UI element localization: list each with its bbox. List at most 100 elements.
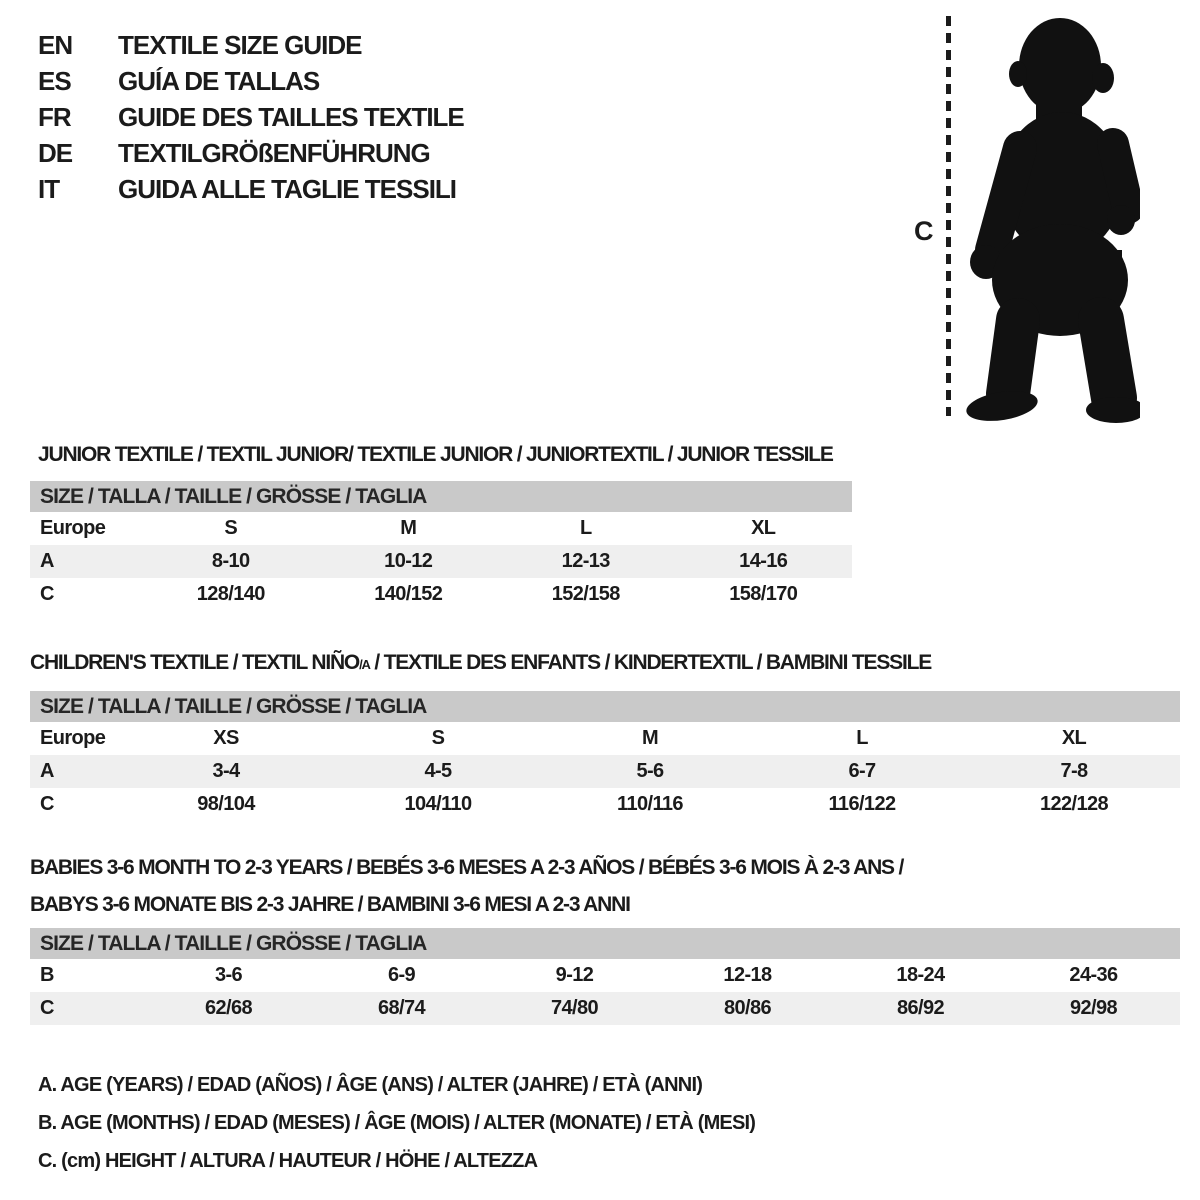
- size-cell: 104/110: [404, 793, 473, 815]
- legend-line: A. AGE (YEARS) / EDAD (AÑOS) / ÂGE (ANS)…: [38, 1074, 703, 1096]
- legend-line: C. (cm) HEIGHT / ALTURA / HAUTEUR / HÖHE…: [38, 1150, 538, 1172]
- section-heading-line: CHILDREN'S TEXTILE / TEXTIL NIÑO/A / TEX…: [30, 644, 1180, 683]
- size-cell: XL: [751, 517, 776, 539]
- section-heading-junior: JUNIOR TEXTILE / TEXTIL JUNIOR/ TEXTILE …: [38, 436, 852, 473]
- size-cell: 98/104: [197, 793, 255, 815]
- size-cell: 116/122: [828, 793, 897, 815]
- size-cell: 86/92: [896, 997, 945, 1019]
- size-cell: 7-8: [1060, 760, 1088, 782]
- language-title: GUIDA ALLE TAGLIE TESSILI: [118, 174, 457, 204]
- size-cell: 3-6: [214, 964, 243, 986]
- babies-size-table: SIZE / TALLA / TAILLE / GRÖSSE / TAGLIA B…: [30, 928, 1180, 1025]
- junior-size-table: SIZE / TALLA / TAILLE / GRÖSSE / TAGLIA E…: [30, 481, 852, 611]
- size-cell: 128/140: [196, 583, 266, 605]
- size-cell: 10-12: [384, 550, 433, 572]
- section-heading-line: BABYS 3-6 MONATE BIS 2-3 JAHRE / BAMBINI…: [30, 886, 1180, 923]
- language-code: FR: [38, 102, 72, 132]
- language-title: GUÍA DE TALLAS: [118, 66, 320, 96]
- size-table-row: C 128/140 140/152 152/158 158/170: [30, 578, 852, 611]
- size-table-row: A 8-10 10-12 12-13 14-16: [30, 545, 852, 578]
- size-header-bar: SIZE / TALLA / TAILLE / GRÖSSE / TAGLIA: [30, 928, 1180, 959]
- size-header-bar: SIZE / TALLA / TAILLE / GRÖSSE / TAGLIA: [30, 481, 852, 512]
- section-heading-line: JUNIOR TEXTILE / TEXTIL JUNIOR/ TEXTILE …: [38, 436, 852, 473]
- size-cell: 140/152: [374, 583, 443, 605]
- heading-text: / TEXTILE DES ENFANTS / KINDERTEXTIL / B…: [369, 651, 932, 674]
- size-cell: 110/116: [617, 793, 683, 815]
- size-cell: 62/68: [204, 997, 253, 1019]
- row-label: B: [40, 964, 54, 986]
- section-heading-babies: BABIES 3-6 MONTH TO 2-3 YEARS / BEBÉS 3-…: [30, 849, 1180, 923]
- legend-line: B. AGE (MONTHS) / EDAD (MESES) / ÂGE (MO…: [38, 1112, 756, 1134]
- size-cell: 8-10: [211, 550, 250, 572]
- row-label: A: [40, 760, 54, 782]
- size-cell: 68/74: [377, 997, 426, 1019]
- size-cell: 24-36: [1069, 964, 1118, 986]
- language-title: TEXTILE SIZE GUIDE: [118, 30, 362, 60]
- row-label: C: [40, 793, 54, 815]
- language-title: GUIDE DES TAILLES TEXTILE: [118, 102, 465, 132]
- size-cell: L: [579, 517, 592, 539]
- language-title: TEXTILGRÖßENFÜHRUNG: [118, 138, 431, 168]
- section-heading-children: CHILDREN'S TEXTILE / TEXTIL NIÑO/A / TEX…: [30, 644, 1180, 683]
- size-cell: 92/98: [1069, 997, 1118, 1019]
- heading-text: BABIES 3-6 MONTH TO 2-3 YEARS / BEBÉS 3-…: [30, 856, 904, 879]
- size-cell: 18-24: [896, 964, 945, 986]
- row-label: C: [40, 997, 54, 1019]
- size-cell: 122/128: [1039, 793, 1109, 815]
- section-junior-textile: JUNIOR TEXTILE / TEXTIL JUNIOR/ TEXTILE …: [30, 436, 852, 605]
- toddler-silhouette-icon: [966, 18, 1140, 423]
- language-row: IT GUIDA ALLE TAGLIE TESSILI: [38, 171, 464, 207]
- size-cell: 74/80: [550, 997, 599, 1019]
- size-cell: XS: [213, 727, 239, 749]
- language-code: IT: [38, 174, 60, 204]
- size-cell: 3-4: [212, 760, 240, 782]
- height-dashed-line: [946, 16, 951, 416]
- legend: A. AGE (YEARS) / EDAD (AÑOS) / ÂGE (ANS)…: [38, 1066, 756, 1180]
- size-cell: 14-16: [739, 550, 788, 572]
- size-cell: M: [641, 727, 659, 749]
- size-cell: 158/170: [729, 583, 798, 605]
- size-table-row: C 62/68 68/74 74/80 80/86 86/92 92/98: [30, 992, 1180, 1025]
- size-cell: S: [224, 517, 238, 539]
- row-label: C: [40, 583, 54, 605]
- language-code: EN: [38, 30, 73, 60]
- language-code: ES: [38, 66, 72, 96]
- size-cell: 12-18: [723, 964, 772, 986]
- size-cell: 4-5: [424, 760, 452, 782]
- language-title-list: EN TEXTILE SIZE GUIDE ES GUÍA DE TALLAS FR GU…: [38, 27, 465, 207]
- heading-text: CHILDREN'S TEXTILE / TEXTIL NIÑO: [30, 651, 360, 674]
- section-children-textile: CHILDREN'S TEXTILE / TEXTIL NIÑO/A / TEX…: [30, 644, 1180, 815]
- row-label: Europe: [40, 517, 106, 539]
- heading-text: /A: [359, 657, 371, 672]
- language-code: DE: [38, 138, 73, 168]
- size-cell: 6-7: [848, 760, 876, 782]
- size-table-row: C 98/104 104/110 110/116 116/122 122/128: [30, 788, 1180, 821]
- size-cell: S: [431, 727, 445, 749]
- size-cell: M: [400, 517, 417, 539]
- size-cell: L: [856, 727, 868, 749]
- height-measure-label: C: [914, 216, 934, 246]
- size-header-bar: SIZE / TALLA / TAILLE / GRÖSSE / TAGLIA: [30, 691, 1180, 722]
- size-cell: XL: [1061, 727, 1087, 749]
- size-table-row: Europe XS S M L XL: [30, 722, 1180, 755]
- size-table-row: A 3-4 4-5 5-6 6-7 7-8: [30, 755, 1180, 788]
- section-babies-textile: BABIES 3-6 MONTH TO 2-3 YEARS / BEBÉS 3-…: [30, 849, 1180, 1025]
- row-label: Europe: [40, 727, 106, 749]
- language-row: FR GUIDE DES TAILLES TEXTILE: [38, 99, 465, 135]
- size-cell: 12-13: [561, 550, 611, 572]
- children-size-table: SIZE / TALLA / TAILLE / GRÖSSE / TAGLIA E…: [30, 691, 1180, 821]
- language-row: ES GUÍA DE TALLAS: [38, 63, 464, 99]
- size-table-row: Europe S M L XL: [30, 512, 852, 545]
- language-row: DE TEXTILGRÖßENFÜHRUNG: [38, 135, 464, 171]
- size-cell: 80/86: [723, 997, 772, 1019]
- section-heading-line: BABIES 3-6 MONTH TO 2-3 YEARS / BEBÉS 3-…: [30, 849, 1180, 886]
- size-table-row: B 3-6 6-9 9-12 12-18 18-24 24-36: [30, 959, 1180, 992]
- size-cell: 9-12: [555, 964, 594, 986]
- heading-text: JUNIOR TEXTILE / TEXTIL JUNIOR/ TEXTILE …: [38, 443, 834, 466]
- size-cell: 6-9: [387, 964, 416, 986]
- size-cell: 5-6: [636, 760, 664, 782]
- row-label: A: [40, 550, 54, 572]
- heading-text: BABYS 3-6 MONATE BIS 2-3 JAHRE / BAMBINI…: [30, 893, 631, 916]
- size-cell: 152/158: [551, 583, 621, 605]
